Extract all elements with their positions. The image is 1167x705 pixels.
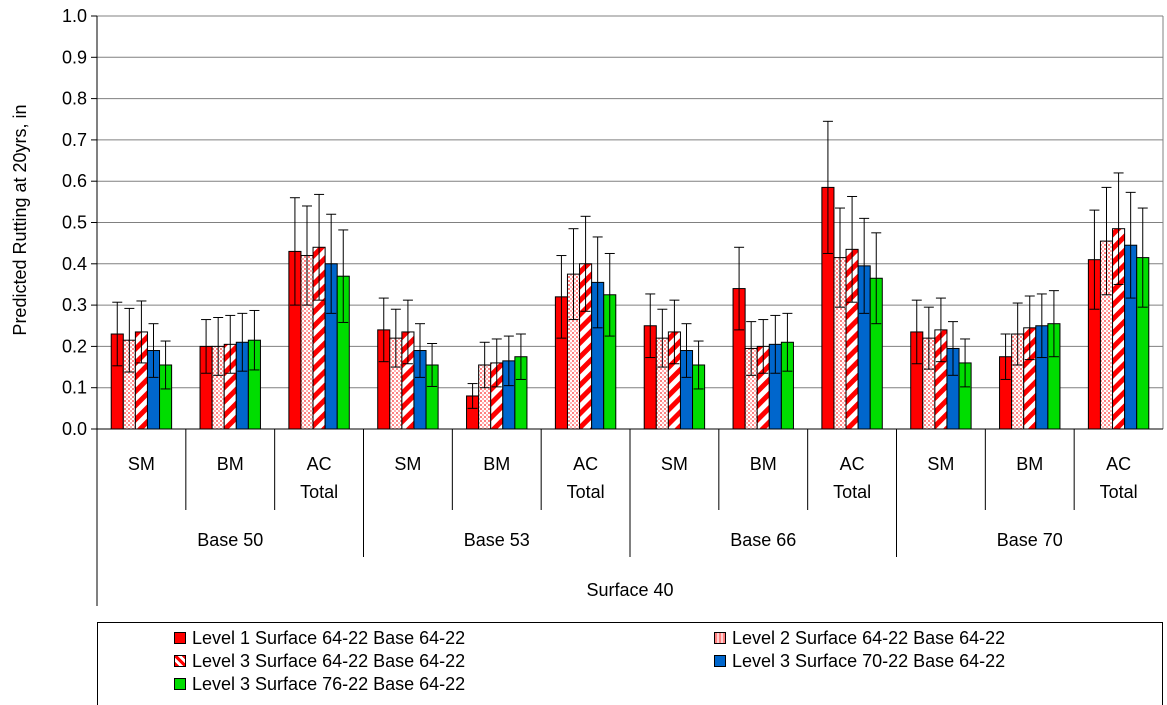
- y-tick-label: 0.0: [62, 419, 87, 439]
- x-tick-label: Total: [833, 482, 871, 502]
- x-tick-label: SM: [927, 454, 954, 474]
- legend-swatch: [174, 632, 186, 644]
- legend-item: Level 3 Surface 64-22 Base 64-22: [174, 650, 465, 672]
- legend-swatch: [714, 655, 726, 667]
- y-tick-label: 0.1: [62, 378, 87, 398]
- y-axis-label: Predicted Rutting at 20yrs, in: [10, 104, 30, 335]
- x-tick-label: AC: [573, 454, 598, 474]
- legend-label: Level 1 Surface 64-22 Base 64-22: [192, 627, 466, 648]
- x-group-label: Base 70: [997, 530, 1063, 550]
- y-tick-label: 0.9: [62, 47, 87, 67]
- legend-item: Level 3 Surface 70-22 Base 64-22: [714, 650, 1005, 672]
- y-tick-label: 0.2: [62, 336, 87, 356]
- y-tick-label: 0.6: [62, 171, 87, 191]
- legend-item: Level 1 Surface 64-22 Base 64-22: [174, 627, 465, 649]
- legend-label: Level 2 Surface 64-22 Base 64-22: [732, 627, 1006, 648]
- x-tick-label: Total: [567, 482, 605, 502]
- y-tick-label: 0.4: [62, 254, 87, 274]
- legend-label: Level 3 Surface 64-22 Base 64-22: [192, 650, 466, 671]
- chart-legend: Level 1 Surface 64-22 Base 64-22 Level 2 …: [97, 622, 1163, 705]
- x-tick-label: SM: [128, 454, 155, 474]
- x-tick-label: BM: [217, 454, 244, 474]
- legend-swatch: [174, 678, 186, 690]
- legend-swatch: [174, 655, 186, 667]
- x-tick-label: AC: [307, 454, 332, 474]
- y-tick-label: 0.3: [62, 295, 87, 315]
- legend-item: Level 3 Surface 76-22 Base 64-22: [174, 673, 465, 695]
- x-tick-label: AC: [840, 454, 865, 474]
- legend-item: Level 2 Surface 64-22 Base 64-22: [714, 627, 1005, 649]
- x-group-label: Base 53: [464, 530, 530, 550]
- x-tick-label: BM: [750, 454, 777, 474]
- x-outer-label: Surface 40: [586, 580, 673, 600]
- legend-label: Level 3 Surface 70-22 Base 64-22: [732, 650, 1006, 671]
- x-group-label: Base 50: [197, 530, 263, 550]
- y-tick-label: 1.0: [62, 6, 87, 26]
- y-tick-label: 0.8: [62, 89, 87, 109]
- y-tick-label: 0.5: [62, 213, 87, 233]
- x-group-label: Base 66: [730, 530, 796, 550]
- legend-swatch: [714, 632, 726, 644]
- x-tick-label: SM: [394, 454, 421, 474]
- x-tick-label: Total: [1100, 482, 1138, 502]
- x-tick-label: Total: [300, 482, 338, 502]
- legend-label: Level 3 Surface 76-22 Base 64-22: [192, 673, 466, 694]
- x-tick-label: AC: [1106, 454, 1131, 474]
- x-tick-label: SM: [661, 454, 688, 474]
- y-tick-label: 0.7: [62, 130, 87, 150]
- x-tick-label: BM: [1016, 454, 1043, 474]
- x-tick-label: BM: [483, 454, 510, 474]
